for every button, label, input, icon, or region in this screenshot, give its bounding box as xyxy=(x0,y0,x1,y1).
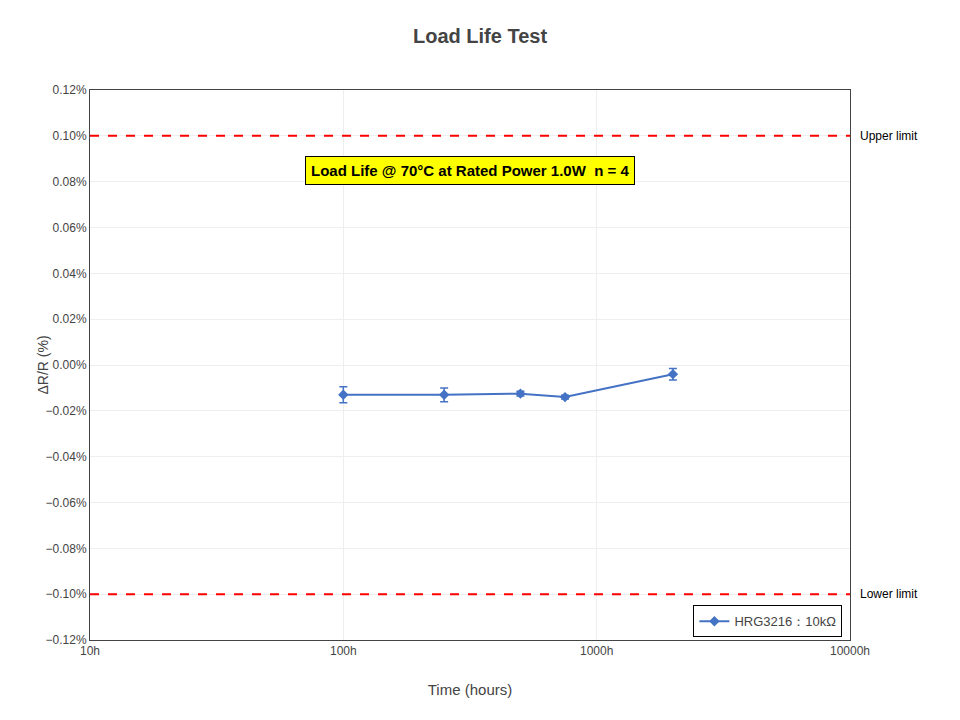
svg-text:1000h: 1000h xyxy=(580,644,613,658)
svg-text:0.00%: 0.00% xyxy=(53,358,87,372)
svg-text:100h: 100h xyxy=(330,644,357,658)
svg-text:−0.02%: −0.02% xyxy=(46,404,87,418)
svg-text:−0.10%: −0.10% xyxy=(46,587,87,601)
svg-text:−0.08%: −0.08% xyxy=(46,542,87,556)
svg-text:HRG3216：10kΩ: HRG3216：10kΩ xyxy=(734,614,836,629)
svg-text:10h: 10h xyxy=(80,644,100,658)
svg-text:Load Life Test: Load Life Test xyxy=(413,25,547,47)
svg-text:0.02%: 0.02% xyxy=(53,312,87,326)
svg-text:0.12%: 0.12% xyxy=(53,83,87,97)
svg-text:Upper limit: Upper limit xyxy=(860,129,918,143)
svg-text:Load Life @ 70°C at Rated Powe: Load Life @ 70°C at Rated Power 1.0W n =… xyxy=(311,162,629,179)
svg-text:Time (hours): Time (hours) xyxy=(428,681,512,698)
svg-text:0.08%: 0.08% xyxy=(53,175,87,189)
svg-text:−0.06%: −0.06% xyxy=(46,496,87,510)
svg-text:ΔR/R (%): ΔR/R (%) xyxy=(35,335,51,394)
svg-text:10000h: 10000h xyxy=(830,644,870,658)
svg-text:−0.04%: −0.04% xyxy=(46,450,87,464)
svg-text:0.06%: 0.06% xyxy=(53,221,87,235)
svg-text:Lower limit: Lower limit xyxy=(860,587,918,601)
svg-text:−0.12%: −0.12% xyxy=(46,633,87,647)
svg-text:0.10%: 0.10% xyxy=(53,129,87,143)
svg-text:0.04%: 0.04% xyxy=(53,267,87,281)
